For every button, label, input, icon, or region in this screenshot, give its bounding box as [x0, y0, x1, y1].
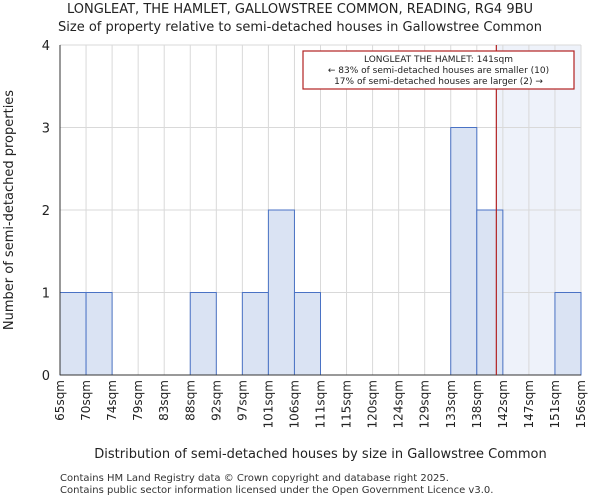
x-tick-label: 124sqm — [392, 380, 406, 428]
x-tick-label: 92sqm — [209, 380, 223, 421]
x-tick-label: 111sqm — [314, 380, 328, 428]
x-tick-label: 79sqm — [131, 380, 145, 421]
footer-line-1: Contains HM Land Registry data © Crown c… — [60, 473, 449, 484]
x-tick-label: 88sqm — [183, 380, 197, 421]
histogram-bar — [293, 292, 322, 376]
x-axis-label: Distribution of semi-detached houses by … — [94, 447, 546, 462]
annotation-line: LONGLEAT THE HAMLET: 141sqm — [364, 55, 513, 65]
histogram-bar — [85, 292, 113, 376]
x-tick-label: 133sqm — [444, 380, 458, 428]
histogram-bar — [267, 209, 295, 376]
histogram-bar — [450, 127, 478, 376]
histogram-bar — [476, 209, 504, 376]
x-tick-label: 151sqm — [548, 380, 562, 428]
x-tick-label: 147sqm — [522, 380, 536, 428]
x-tick-label: 156sqm — [574, 380, 588, 428]
histogram-bar — [241, 292, 269, 376]
chart-title: LONGLEAT, THE HAMLET, GALLOWSTREE COMMON… — [66, 2, 534, 17]
annotation-box — [302, 50, 575, 90]
x-tick-label: 97sqm — [235, 380, 249, 421]
y-tick-label: 1 — [42, 287, 50, 302]
x-tick-label: 106sqm — [287, 380, 301, 428]
y-axis-label: Number of semi-detached properties — [2, 90, 17, 330]
y-tick-label: 0 — [42, 369, 50, 384]
histogram-bar — [59, 292, 87, 376]
x-tick-label: 138sqm — [470, 380, 484, 428]
x-tick-label: 101sqm — [261, 380, 275, 428]
annotation-line: ← 83% of semi-detached houses are smalle… — [328, 66, 549, 76]
y-tick-label: 3 — [42, 122, 50, 137]
x-tick-label: 129sqm — [418, 380, 432, 428]
y-tick-label: 4 — [42, 39, 50, 54]
x-tick-label: 83sqm — [157, 380, 171, 421]
x-tick-label: 74sqm — [105, 380, 119, 421]
annotation-line: 17% of semi-detached houses are larger (… — [334, 77, 543, 87]
histogram-bar — [554, 292, 582, 376]
x-tick-label: 65sqm — [53, 380, 67, 421]
histogram-bar — [189, 292, 217, 376]
x-tick-label: 115sqm — [340, 380, 354, 428]
x-tick-label: 70sqm — [79, 380, 93, 421]
y-tick-label: 2 — [42, 204, 50, 219]
x-tick-label: 142sqm — [496, 380, 510, 428]
chart-subtitle: Size of property relative to semi-detach… — [58, 20, 542, 35]
footer-line-2: Contains public sector information licen… — [60, 485, 494, 496]
x-tick-label: 120sqm — [366, 380, 380, 428]
histogram-chart: 0 1 2 3 4 65sqm 70sqm 74sqm 79sqm 83sqm 88sqm 92sqm… — [2, 39, 588, 462]
